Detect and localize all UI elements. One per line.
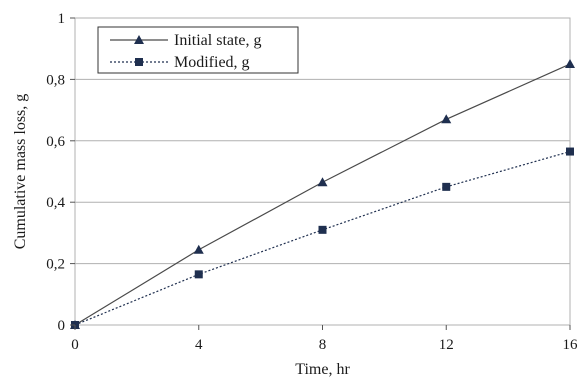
legend-marker-square xyxy=(135,58,143,66)
y-tick-label: 0,4 xyxy=(46,195,65,211)
y-tick-label: 0,6 xyxy=(46,134,65,150)
tick-labels: 0 4 8 12 16 0 0,2 0,4 0,6 0,8 1 xyxy=(46,11,578,353)
legend-box xyxy=(97,26,299,74)
x-tick-label: 8 xyxy=(319,337,327,353)
y-tick-label: 0,2 xyxy=(46,257,65,273)
x-tick-label: 12 xyxy=(439,337,454,353)
legend: Initial state, g Modified, g xyxy=(97,26,299,74)
y-tick-label: 0,8 xyxy=(46,72,65,88)
data-point xyxy=(193,244,204,254)
data-point xyxy=(566,147,574,156)
series-line xyxy=(74,63,571,326)
y-axis-title: Cumulative mass loss, g xyxy=(12,94,29,250)
data-point xyxy=(442,182,451,191)
data-point xyxy=(194,270,203,279)
legend-item-modified: Modified, g xyxy=(110,54,250,71)
data-point xyxy=(317,177,328,187)
x-tick-label: 16 xyxy=(563,337,579,353)
y-tick-label: 1 xyxy=(58,11,66,27)
legend-marker-triangle xyxy=(134,35,144,44)
legend-item-initial-state: Initial state, g xyxy=(110,32,262,49)
x-tick-label: 0 xyxy=(71,337,79,353)
legend-marker-shape xyxy=(135,58,143,66)
legend-label: Initial state, g xyxy=(174,32,262,49)
series-layer xyxy=(70,59,575,329)
data-point xyxy=(565,59,575,69)
legend-marker-shape xyxy=(134,35,144,44)
data-point xyxy=(318,225,327,234)
series-initial-state xyxy=(70,59,575,329)
series-modified xyxy=(71,147,574,329)
x-axis-title: Time, hr xyxy=(295,361,350,378)
legend-label: Modified, g xyxy=(174,54,250,71)
y-tick-label: 0 xyxy=(58,318,66,334)
x-tick-label: 4 xyxy=(195,337,203,353)
data-point xyxy=(441,114,452,124)
